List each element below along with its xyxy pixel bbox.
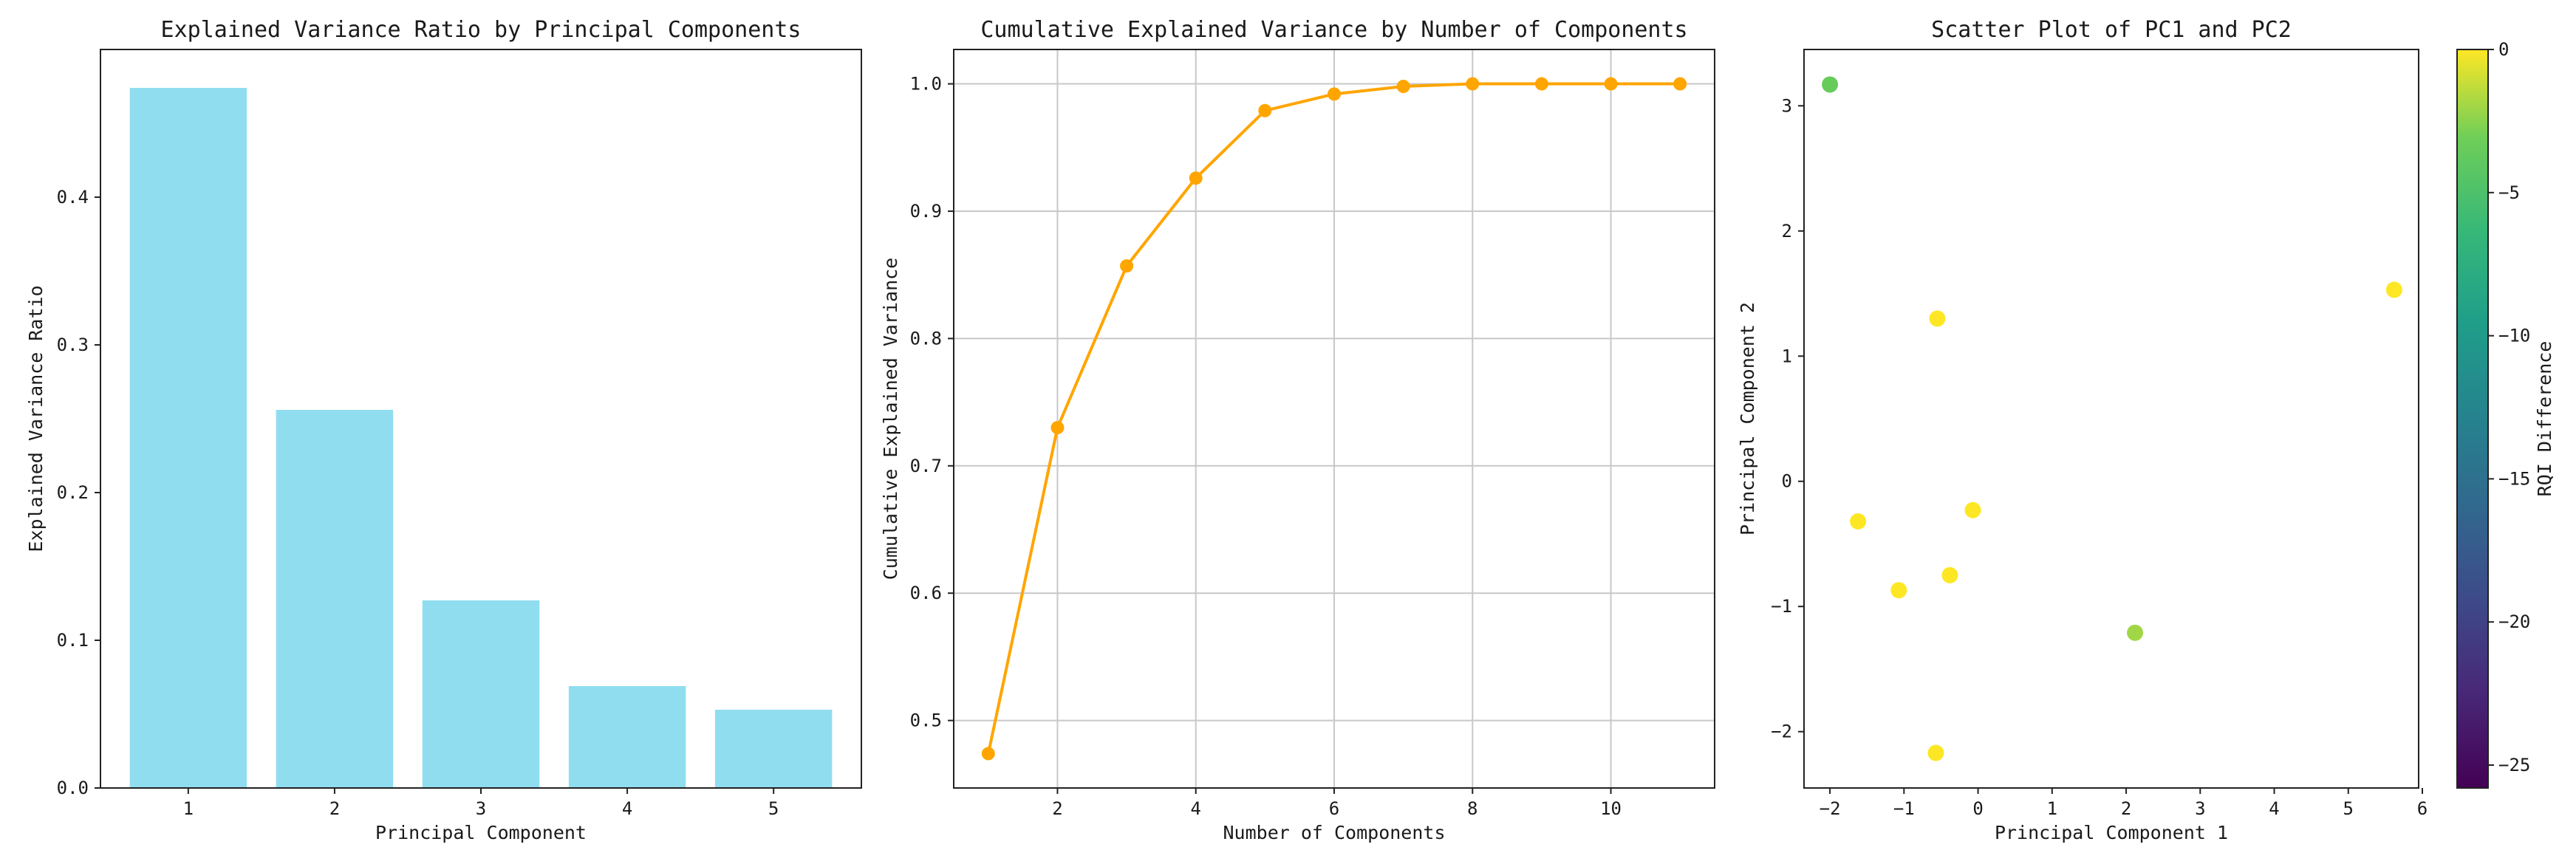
x-axis-label: Number of Components (1223, 822, 1445, 843)
x-tick-label: 6 (2417, 798, 2428, 819)
colorbar-tick-label: −20 (2498, 611, 2530, 632)
y-tick-label: 0.7 (910, 456, 942, 476)
y-tick-label: −2 (1771, 722, 1792, 742)
y-tick-label: 0.3 (57, 335, 89, 355)
line-chart-y-ticks: 0.5 0.6 0.7 0.8 0.9 1.0 (910, 74, 954, 731)
bar (714, 710, 833, 788)
y-tick-label: 0.2 (57, 482, 89, 503)
y-tick-label: 0.8 (910, 328, 942, 349)
x-tick-label: 4 (1191, 798, 1201, 819)
x-tick-label: 4 (2269, 798, 2279, 819)
y-axis-label: Cumulative Explained Variance (880, 258, 901, 580)
data-point (1673, 77, 1687, 91)
chart-title: Explained Variance Ratio by Principal Co… (161, 17, 802, 43)
line-chart-panel: Cumulative Explained Variance by Number … (880, 17, 1715, 843)
data-point (1466, 77, 1480, 91)
data-point (1120, 259, 1134, 273)
x-tick-label: 6 (1329, 798, 1339, 819)
colorbar-label: RQI Difference (2534, 341, 2555, 497)
colorbar-tick-label: −25 (2498, 755, 2530, 775)
chart-title: Cumulative Explained Variance by Number … (980, 17, 1687, 43)
scatter-point (1822, 76, 1839, 93)
scatter-point (2385, 281, 2402, 298)
data-point (1534, 77, 1548, 91)
scatter-y-ticks: −2 −1 0 1 2 3 (1771, 95, 1804, 742)
x-tick-label: 2 (1052, 798, 1062, 819)
bar (276, 410, 394, 788)
colorbar-tick-label: −15 (2498, 468, 2530, 489)
scatter-point (1890, 582, 1907, 599)
y-tick-label: 2 (1782, 221, 1792, 241)
x-tick-label: 5 (2343, 798, 2354, 819)
scatter-point (1929, 310, 1946, 327)
colorbar-tick-label: −10 (2498, 326, 2530, 346)
line-chart-grid (954, 49, 1715, 788)
x-tick-label: 5 (768, 798, 779, 819)
data-point (1604, 77, 1618, 91)
colorbar-tick-label: 0 (2498, 39, 2509, 60)
x-tick-label: 2 (2121, 798, 2131, 819)
bar (568, 686, 686, 788)
y-tick-label: 1 (1782, 346, 1792, 366)
x-tick-label: 10 (1600, 798, 1622, 819)
x-tick-label: 1 (2047, 798, 2057, 819)
colorbar-tick-label: −5 (2498, 182, 2520, 203)
scatter-points (1822, 76, 2402, 761)
y-tick-label: 0.6 (910, 583, 942, 603)
colorbar-ticks: 0 −5 −10 −15 −20 −25 (2488, 39, 2530, 775)
line-chart-series (981, 77, 1687, 761)
x-tick-label: 1 (183, 798, 194, 819)
bar (422, 600, 540, 788)
bar-chart-y-ticks: 0.0 0.1 0.2 0.3 0.4 (57, 187, 100, 798)
x-tick-label: 2 (329, 798, 340, 819)
scatter-point (2127, 624, 2144, 641)
x-tick-label: −2 (1820, 798, 1841, 819)
line-chart-x-ticks: 2 4 6 8 10 (1052, 788, 1622, 819)
data-point (1050, 421, 1065, 435)
scatter-x-ticks: −2 −1 0 1 2 3 4 5 6 (1820, 788, 2428, 819)
y-tick-label: 0.9 (910, 201, 942, 222)
data-point (981, 747, 995, 761)
y-tick-label: −1 (1771, 596, 1792, 617)
y-tick-label: 0.5 (910, 710, 942, 731)
bar-chart-bars (129, 88, 833, 788)
colorbar (2456, 49, 2489, 789)
bar-chart-x-ticks: 1 2 3 4 5 (183, 788, 779, 819)
y-axis-label: Explained Variance Ratio (25, 285, 47, 552)
data-point (1396, 80, 1410, 93)
y-tick-label: 0.4 (57, 187, 89, 208)
y-tick-label: 3 (1782, 95, 1792, 116)
x-tick-label: 8 (1467, 798, 1477, 819)
y-tick-label: 0.0 (57, 778, 89, 798)
chart-title: Scatter Plot of PC1 and PC2 (1931, 17, 2292, 43)
bar (129, 88, 247, 788)
scatter-point (1927, 744, 1944, 761)
x-tick-label: −1 (1893, 798, 1915, 819)
scatter-panel: Scatter Plot of PC1 and PC2 −2 −1 0 1 2 3 4 5 6 … (1737, 17, 2555, 843)
x-tick-label: 3 (2195, 798, 2205, 819)
x-axis-label: Principal Component 1 (1995, 822, 2228, 843)
y-tick-label: 1.0 (910, 74, 942, 95)
scatter-point (1964, 501, 1981, 518)
data-point (1328, 87, 1341, 101)
data-point (1258, 103, 1272, 117)
scatter-point (1850, 513, 1867, 530)
x-tick-label: 4 (622, 798, 632, 819)
scatter-frame (1803, 49, 2419, 789)
y-tick-label: 0 (1782, 471, 1792, 492)
y-axis-label: Principal Component 2 (1737, 302, 1758, 535)
scatter-point (1941, 566, 1958, 583)
x-tick-label: 0 (1972, 798, 1983, 819)
x-tick-label: 3 (476, 798, 486, 819)
data-point (1189, 171, 1203, 185)
y-tick-label: 0.1 (57, 630, 89, 651)
x-axis-label: Principal Component (375, 822, 587, 843)
bar-chart-panel: Explained Variance Ratio by Principal Co… (25, 17, 862, 843)
